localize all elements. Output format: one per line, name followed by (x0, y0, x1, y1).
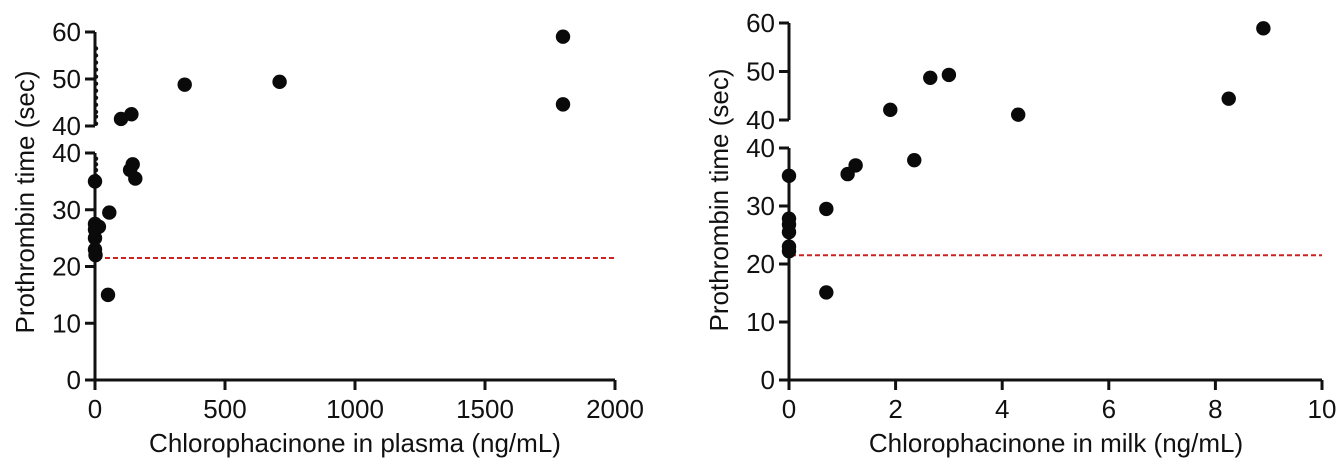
y-axis-label-plasma: Prothrombin time (sec) (10, 71, 40, 334)
data-point (177, 77, 192, 92)
data-point-small (93, 167, 99, 173)
data-point (781, 244, 797, 259)
x-tick-label: 2 (888, 394, 902, 424)
data-point-small (93, 95, 99, 101)
data-point (907, 152, 922, 168)
data-point (781, 224, 797, 240)
data-point-small (93, 162, 99, 167)
data-point (124, 107, 139, 122)
data-point (555, 97, 571, 112)
data-point-small (93, 81, 99, 86)
x-tick-label: 8 (1208, 394, 1222, 424)
x-tick-label: 500 (203, 394, 246, 424)
data-point (125, 157, 140, 172)
data-point (923, 70, 938, 86)
data-point (555, 29, 571, 44)
y-axis-label-milk: Prothrombin time (sec) (704, 69, 734, 332)
data-point-small (93, 46, 99, 51)
data-point (87, 174, 103, 189)
x-axis-label-plasma: Chlorophacinone in plasma (ng/mL) (149, 428, 561, 458)
points-milk (781, 21, 1271, 300)
y-tick-label: 40 (52, 138, 81, 168)
x-tick-label: 4 (995, 394, 1009, 424)
data-point (272, 74, 287, 90)
y-tick-label: 60 (52, 17, 81, 47)
data-point-small (93, 109, 99, 115)
y-tick-label: 50 (52, 64, 81, 94)
data-point (1010, 107, 1026, 122)
data-point (102, 205, 117, 220)
y-tick-label: 50 (746, 57, 775, 87)
data-point-small (93, 114, 99, 119)
data-point-small (93, 102, 99, 108)
y-tick-label: 10 (746, 307, 775, 337)
data-point (819, 201, 834, 217)
y-tick-label: 10 (52, 308, 81, 338)
x-axis-label-milk: Chlorophacinone in milk (ng/mL) (869, 428, 1243, 458)
y-tick-label: 30 (746, 191, 775, 221)
x-tick-label: 2000 (586, 394, 644, 424)
y-tick-label: 30 (52, 195, 81, 225)
y-tick-label: 40 (746, 133, 775, 163)
x-tick-label: 1500 (456, 394, 514, 424)
data-point (91, 219, 107, 234)
y-tick-label: 40 (746, 105, 775, 135)
y-tick-label: 0 (67, 365, 81, 395)
y-tick-label: 60 (746, 8, 775, 38)
y-tick-label: 20 (52, 252, 81, 282)
y-tick-label: 20 (746, 249, 775, 279)
x-tick-label: 10 (1308, 394, 1337, 424)
data-point (781, 168, 797, 184)
y-tick-label: 40 (52, 111, 81, 141)
data-point (848, 158, 863, 173)
data-point-small (93, 88, 99, 93)
data-point-small (93, 121, 99, 126)
x-tick-label: 1000 (326, 394, 384, 424)
data-point (100, 287, 116, 303)
data-point-small (93, 74, 99, 79)
data-point (883, 102, 898, 118)
data-point (1256, 21, 1271, 36)
data-point-small (93, 156, 99, 161)
data-point (128, 171, 143, 186)
data-point-small (93, 60, 99, 65)
data-point (941, 67, 957, 83)
data-point-small (93, 67, 99, 72)
data-point (88, 247, 103, 263)
x-tick-label: 6 (1102, 394, 1116, 424)
data-point (87, 230, 103, 246)
y-tick-label: 0 (761, 365, 775, 395)
x-tick-label: 0 (88, 394, 102, 424)
data-point (1221, 91, 1236, 106)
points-plasma (87, 29, 571, 303)
x-tick-label: 0 (782, 394, 796, 424)
data-point (819, 285, 834, 300)
data-point-small (93, 53, 99, 58)
